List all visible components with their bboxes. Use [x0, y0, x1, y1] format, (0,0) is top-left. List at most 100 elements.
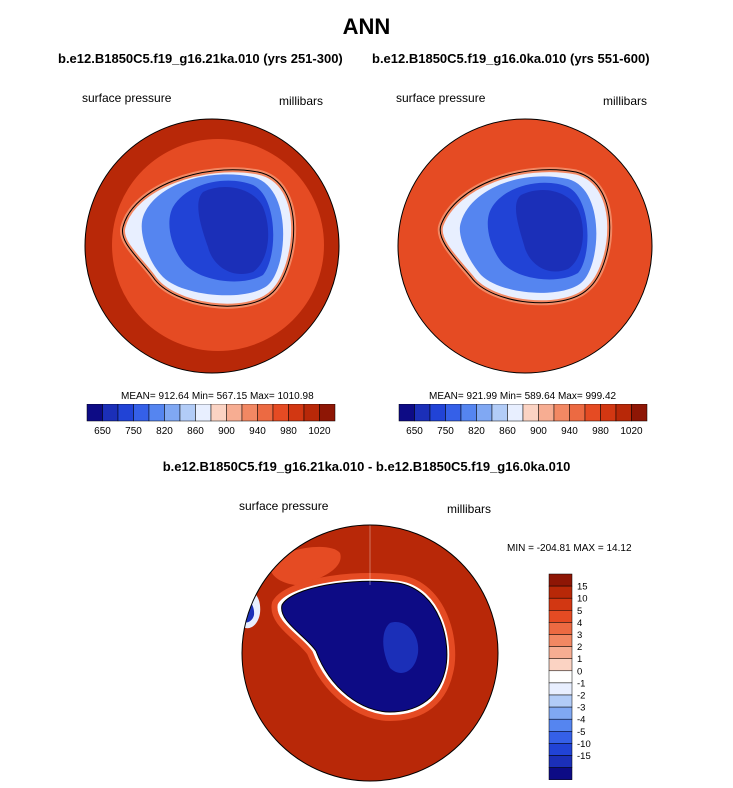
right-variable-label: surface pressure — [396, 91, 486, 105]
left-polar-map — [84, 118, 340, 374]
colorbar-tick-label: 650 — [94, 426, 111, 437]
colorbar-tick-label: 5 — [577, 606, 582, 617]
colorbar-swatch — [491, 404, 508, 422]
colorbar-swatch — [133, 404, 150, 422]
colorbar-swatch — [102, 404, 119, 422]
colorbar-swatch — [553, 404, 570, 422]
diff-variable-label: surface pressure — [239, 499, 329, 513]
colorbar-ticks: 650 750 820 860 900 940 980 1020 — [406, 426, 643, 437]
colorbar-tick-label: 1020 — [308, 426, 331, 437]
colorbar-swatch — [548, 585, 573, 599]
left-variable-label: surface pressure — [82, 91, 172, 105]
colorbar-swatch — [319, 404, 336, 422]
colorbar-tick-label: 4 — [577, 618, 582, 629]
left-units-label: millibars — [279, 94, 324, 108]
right-polar-map — [397, 118, 653, 374]
colorbar-tick-label: -4 — [577, 715, 585, 726]
colorbar-tick-label: 900 — [218, 426, 235, 437]
colorbar-swatch — [179, 404, 196, 422]
colorbar-swatch — [615, 404, 632, 422]
difference-polar-map — [241, 524, 499, 782]
colorbar-swatch — [241, 404, 258, 422]
colorbar-tick-label: 1 — [577, 654, 582, 665]
colorbar-swatch — [548, 718, 573, 732]
colorbar-swatches — [398, 404, 648, 422]
colorbar-tick-label: 750 — [437, 426, 454, 437]
colorbar-swatch — [148, 404, 165, 422]
colorbar-tick-label: -3 — [577, 703, 585, 714]
difference-title: b.e12.B1850C5.f19_g16.21ka.010 - b.e12.B… — [162, 459, 571, 474]
left-stats: MEAN= 912.64 Min= 567.15 Max= 1010.98 — [121, 391, 314, 402]
colorbar-swatches — [548, 573, 573, 780]
colorbar-tick-label: 980 — [592, 426, 609, 437]
colorbar-tick-label: 900 — [530, 426, 547, 437]
colorbar-tick-label: 750 — [125, 426, 142, 437]
colorbar-tick-label: 860 — [499, 426, 516, 437]
colorbar-tick-label: 10 — [577, 594, 588, 605]
right-stats: MEAN= 921.99 Min= 589.64 Max= 999.42 — [429, 391, 617, 402]
colorbar-tick-label: 0 — [577, 666, 582, 677]
colorbar-tick-label: 940 — [561, 426, 578, 437]
diff-units-label: millibars — [447, 502, 492, 516]
colorbar-swatches — [86, 404, 336, 422]
colorbar-swatch — [195, 404, 212, 422]
colorbar-swatch — [548, 682, 573, 696]
colorbar-swatch — [164, 404, 181, 422]
colorbar-tick-label: 1020 — [620, 426, 643, 437]
colorbar-swatch — [522, 404, 539, 422]
right-units-label: millibars — [603, 94, 648, 108]
left-colorbar: 650 750 820 860 900 940 980 1020 — [86, 404, 336, 437]
colorbar-tick-label: -1 — [577, 678, 585, 689]
colorbar-ticks: 650 750 820 860 900 940 980 1020 — [94, 426, 331, 437]
right-panel-title: b.e12.B1850C5.f19_g16.0ka.010 (yrs 551-6… — [372, 51, 650, 66]
colorbar-swatch — [548, 706, 573, 720]
colorbar-swatch — [548, 694, 573, 708]
colorbar-tick-label: 820 — [468, 426, 485, 437]
colorbar-swatch — [257, 404, 274, 422]
colorbar-swatch — [460, 404, 477, 422]
colorbar-swatch — [476, 404, 493, 422]
colorbar-swatch — [303, 404, 320, 422]
colorbar-tick-label: 2 — [577, 642, 582, 653]
colorbar-swatch — [548, 670, 573, 684]
colorbar-swatch — [226, 404, 243, 422]
colorbar-tick-label: 980 — [280, 426, 297, 437]
colorbar-swatch — [117, 404, 134, 422]
colorbar-swatch — [548, 731, 573, 744]
colorbar-swatch — [288, 404, 305, 422]
colorbar-swatch — [631, 404, 648, 422]
diff-stats: MIN = -204.81 MAX = 14.12 — [507, 543, 632, 554]
colorbar-swatch — [548, 597, 573, 611]
colorbar-tick-label: -2 — [577, 691, 585, 702]
colorbar-swatch — [548, 634, 573, 647]
colorbar-tick-label: 3 — [577, 630, 582, 641]
colorbar-swatch — [569, 404, 586, 422]
colorbar-tick-label: -10 — [577, 739, 591, 750]
right-colorbar: 650 750 820 860 900 940 980 1020 — [398, 404, 648, 437]
colorbar-tick-label: -15 — [577, 751, 591, 762]
colorbar-swatch — [414, 404, 431, 422]
colorbar-swatch — [538, 404, 555, 422]
colorbar-tick-label: 940 — [249, 426, 266, 437]
colorbar-swatch — [210, 404, 227, 422]
colorbar-swatch — [86, 404, 103, 422]
colorbar-swatch — [584, 404, 601, 422]
figure-title: ANN — [342, 14, 391, 39]
colorbar-swatch — [600, 404, 617, 422]
colorbar-swatch — [445, 404, 462, 422]
colorbar-swatch — [548, 622, 573, 635]
colorbar-tick-label: 860 — [187, 426, 204, 437]
colorbar-swatch — [272, 404, 289, 422]
colorbar-tick-label: 820 — [156, 426, 173, 437]
colorbar-swatch — [398, 404, 415, 422]
left-panel-title: b.e12.B1850C5.f19_g16.21ka.010 (yrs 251-… — [58, 51, 343, 66]
colorbar-swatch — [548, 646, 573, 659]
colorbar-swatch — [548, 767, 573, 780]
colorbar-swatch — [429, 404, 446, 422]
colorbar-swatch — [548, 743, 573, 756]
colorbar-tick-label: 15 — [577, 582, 588, 593]
colorbar-swatch — [548, 610, 573, 623]
colorbar-swatch — [507, 404, 524, 422]
